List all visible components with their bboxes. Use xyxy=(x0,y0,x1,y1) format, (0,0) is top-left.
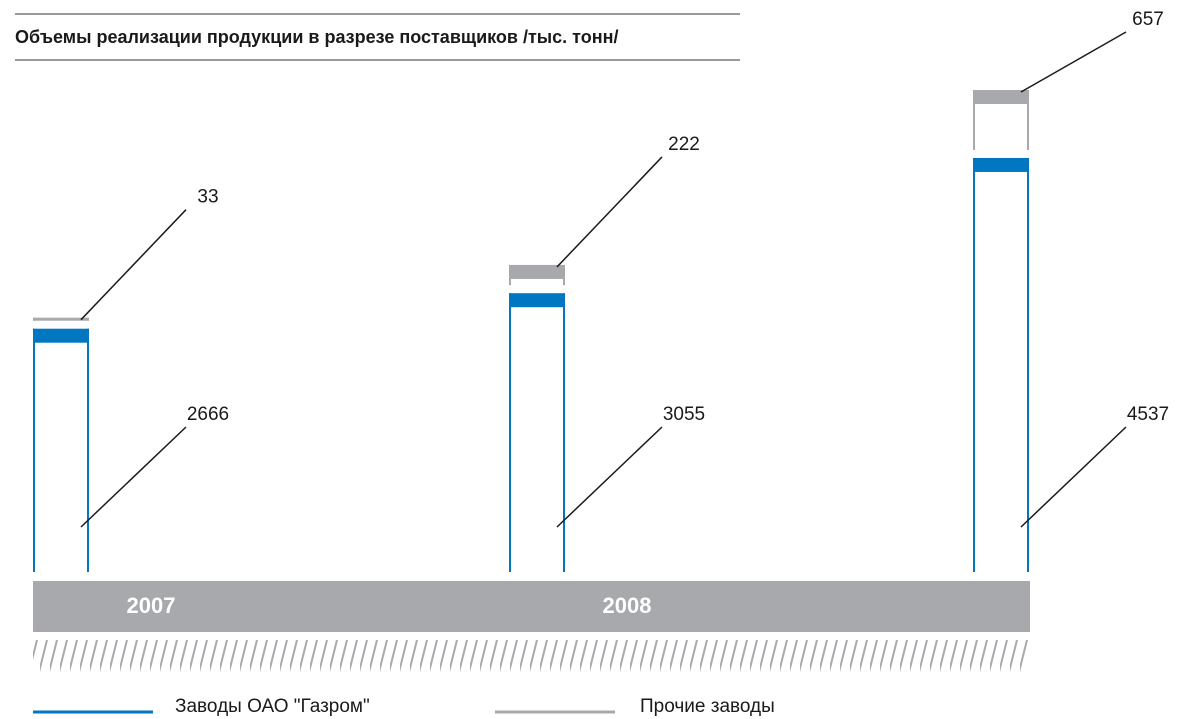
year-band xyxy=(33,581,1030,632)
value-label: 222 xyxy=(668,134,700,155)
bar-segment xyxy=(33,317,89,321)
bar-cap xyxy=(509,264,565,279)
value-label: 657 xyxy=(1132,9,1164,30)
legend-label: Заводы ОАО "Газром" xyxy=(175,696,370,717)
bar-segment xyxy=(973,90,1029,150)
year-label: 2008 xyxy=(603,593,652,618)
year-label: 2007 xyxy=(127,593,176,618)
hatch-band xyxy=(33,640,1030,672)
bar-cap xyxy=(33,328,89,343)
year-label: 2009 xyxy=(1067,593,1116,618)
bar-segment xyxy=(509,264,565,286)
leader-line xyxy=(80,426,187,528)
leader-line xyxy=(1020,31,1127,93)
value-label: 33 xyxy=(197,187,218,208)
bar-segment xyxy=(509,293,565,572)
bar-cap xyxy=(973,157,1029,172)
bar-cap xyxy=(33,317,89,321)
bar-segment xyxy=(33,328,89,572)
leader-line xyxy=(556,426,663,528)
leader-line xyxy=(1020,426,1127,528)
value-label: 2666 xyxy=(187,404,229,425)
bar-cap xyxy=(509,293,565,308)
value-label: 3055 xyxy=(663,404,705,425)
bar-cap xyxy=(973,90,1029,104)
chart-title: Объемы реализации продукции в разрезе по… xyxy=(15,27,619,47)
value-label: 4537 xyxy=(1127,404,1169,425)
leader-line xyxy=(80,209,187,321)
bar-segment xyxy=(973,157,1029,572)
legend-label: Прочие заводы xyxy=(640,696,775,717)
leader-line xyxy=(556,156,663,268)
